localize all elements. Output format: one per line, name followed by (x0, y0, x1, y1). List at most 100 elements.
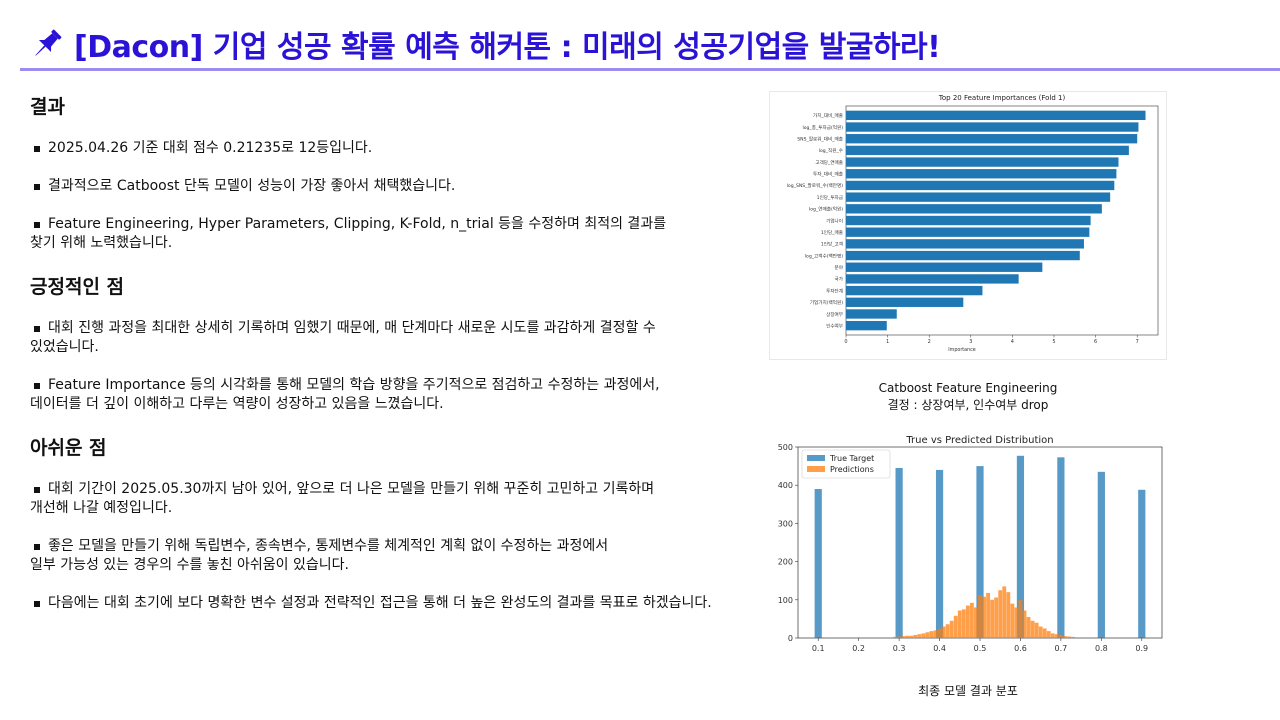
chart-bar (846, 215, 1091, 226)
chart-bar (846, 274, 1019, 284)
prediction-bar (1030, 620, 1035, 638)
tick-label: 인수여부 (826, 322, 843, 329)
axis-label: Importance (948, 347, 976, 353)
chart-bar (846, 145, 1129, 156)
page-title: [Dacon] 기업 성공 확률 예측 해커톤 : 미래의 성공기업을 발굴하라… (74, 30, 941, 65)
prediction-bar (1058, 634, 1063, 638)
tick-label: 0.3 (893, 644, 906, 653)
list-item: 2025.04.26 기준 대회 점수 0.21235로 12등입니다. (30, 139, 760, 158)
tick-label: 100 (778, 596, 793, 605)
tick-label: log_고객수(백만명) (805, 252, 843, 259)
prediction-bar (905, 635, 910, 638)
list-item: 결과적으로 Catboost 단독 모델이 성능이 가장 좋아서 채택했습니다. (30, 177, 760, 196)
prediction-bar (917, 634, 922, 638)
chart-title: True vs Predicted Distribution (905, 435, 1053, 446)
tick-label: 0.1 (812, 644, 825, 653)
prediction-bar (1026, 616, 1031, 638)
tick-label: 0.5 (974, 644, 987, 653)
true-target-bar (1057, 457, 1065, 638)
prediction-bar (986, 592, 991, 638)
tick-label: 300 (778, 519, 793, 528)
list-item: Feature Engineering, Hyper Parameters, C… (30, 215, 760, 253)
chart-bar (846, 227, 1090, 237)
prediction-bar (1014, 607, 1019, 638)
prediction-bar (1018, 599, 1023, 638)
prediction-bar (953, 615, 958, 638)
tick-label: 6 (1094, 339, 1097, 345)
legend-swatch (807, 466, 825, 472)
tick-label: 투자단계 (826, 287, 843, 294)
feature-importance-svg: Top 20 Feature Importances (Fold 1) 가치_대비… (787, 94, 1159, 353)
prediction-bar (965, 605, 970, 638)
list-item: Feature Importance 등의 시각화를 통해 모델의 학습 방향을… (30, 376, 760, 414)
tick-label: 5 (1052, 339, 1055, 345)
prediction-bar (1022, 610, 1027, 638)
prediction-bar (998, 590, 1003, 638)
section-heading: 결과 (30, 96, 65, 118)
tick-label: 400 (778, 481, 793, 490)
tick-label: 기업나이 (826, 217, 843, 224)
prediction-bar (901, 636, 906, 638)
true-target-bar (1016, 455, 1025, 638)
prediction-bar (937, 628, 942, 638)
true-target-bar (976, 466, 984, 638)
prediction-bar (929, 631, 934, 638)
tick-label: 3 (969, 339, 972, 345)
tick-label: 국가 (835, 276, 844, 283)
tick-label: 0 (788, 634, 793, 643)
prediction-bar (1006, 592, 1011, 638)
section-regret: 아쉬운 점 대회 기간이 2025.05.30까지 남아 있어, 앞으로 더 나… (30, 433, 760, 613)
prediction-bar (957, 610, 962, 638)
chart-bar (846, 250, 1080, 261)
prediction-bar (1067, 636, 1071, 638)
chart-legend: True Target Predictions (801, 449, 891, 479)
section-result: 결과 2025.04.26 기준 대회 점수 0.21235로 12등입니다. … (30, 92, 760, 253)
chart-bar (846, 169, 1117, 179)
chart-bar (846, 180, 1115, 191)
section-heading: 긍정적인 점 (30, 276, 125, 298)
figure-caption: 최종 모델 결과 분포 (918, 684, 1018, 698)
prediction-bar (1034, 622, 1039, 638)
tick-label: log_총_투자금(억원) (802, 124, 843, 131)
section-heading: 아쉬운 점 (30, 437, 107, 459)
prediction-bar (969, 602, 974, 638)
prediction-bar (961, 609, 966, 638)
legend-label: True Target (829, 454, 874, 463)
prediction-bar (897, 636, 902, 638)
section-positive: 긍정적인 점 대회 진행 과정을 최대한 상세히 기록하며 임했기 때문에, 매… (30, 272, 760, 414)
tick-label: SNS_팔로워_대비_매출 (797, 136, 843, 143)
prediction-bar (1054, 634, 1059, 638)
tick-label: 7 (1136, 339, 1139, 345)
header-divider (20, 68, 1280, 71)
content-column: 결과 2025.04.26 기준 대회 점수 0.21235로 12등입니다. … (30, 92, 760, 632)
figure-caption: Catboost Feature Engineering 결정 : 상장여부, … (769, 380, 1167, 414)
tick-label: 4 (1011, 339, 1014, 345)
chart-bar (846, 134, 1138, 144)
tick-label: 0.9 (1135, 644, 1148, 653)
distribution-svg: True vs Predicted Distribution 0 100 200 300… (778, 435, 1163, 653)
tick-label: 500 (778, 443, 793, 452)
prediction-bar (921, 633, 926, 638)
distribution-chart: True vs Predicted Distribution 0 100 200 300… (769, 432, 1167, 662)
list-item: 대회 기간이 2025.05.30까지 남아 있어, 앞으로 더 나은 모델을 … (30, 480, 760, 518)
tick-label: 0.6 (1014, 644, 1027, 653)
true-target-bar (814, 489, 822, 638)
chart-bar (846, 309, 897, 319)
prediction-bar (994, 597, 999, 638)
tick-label: 0.4 (933, 644, 946, 653)
true-target-bar (935, 469, 944, 638)
tick-label: 1 (886, 339, 889, 345)
tick-label: 0 (844, 339, 847, 345)
prediction-bar (1042, 628, 1047, 638)
tick-label: log_연매출(억원) (809, 206, 843, 213)
tick-label: 0.7 (1055, 644, 1068, 653)
chart-bar (846, 122, 1139, 132)
legend-swatch (807, 455, 825, 461)
tick-label: log_직원_수 (819, 147, 843, 154)
legend-label: Predictions (830, 465, 874, 474)
tick-label: 0.2 (852, 644, 865, 653)
chart-bar (846, 297, 964, 307)
tick-label: 기업가치(백억원) (810, 299, 843, 306)
prediction-bar (1071, 636, 1075, 638)
prediction-bar (913, 634, 918, 638)
